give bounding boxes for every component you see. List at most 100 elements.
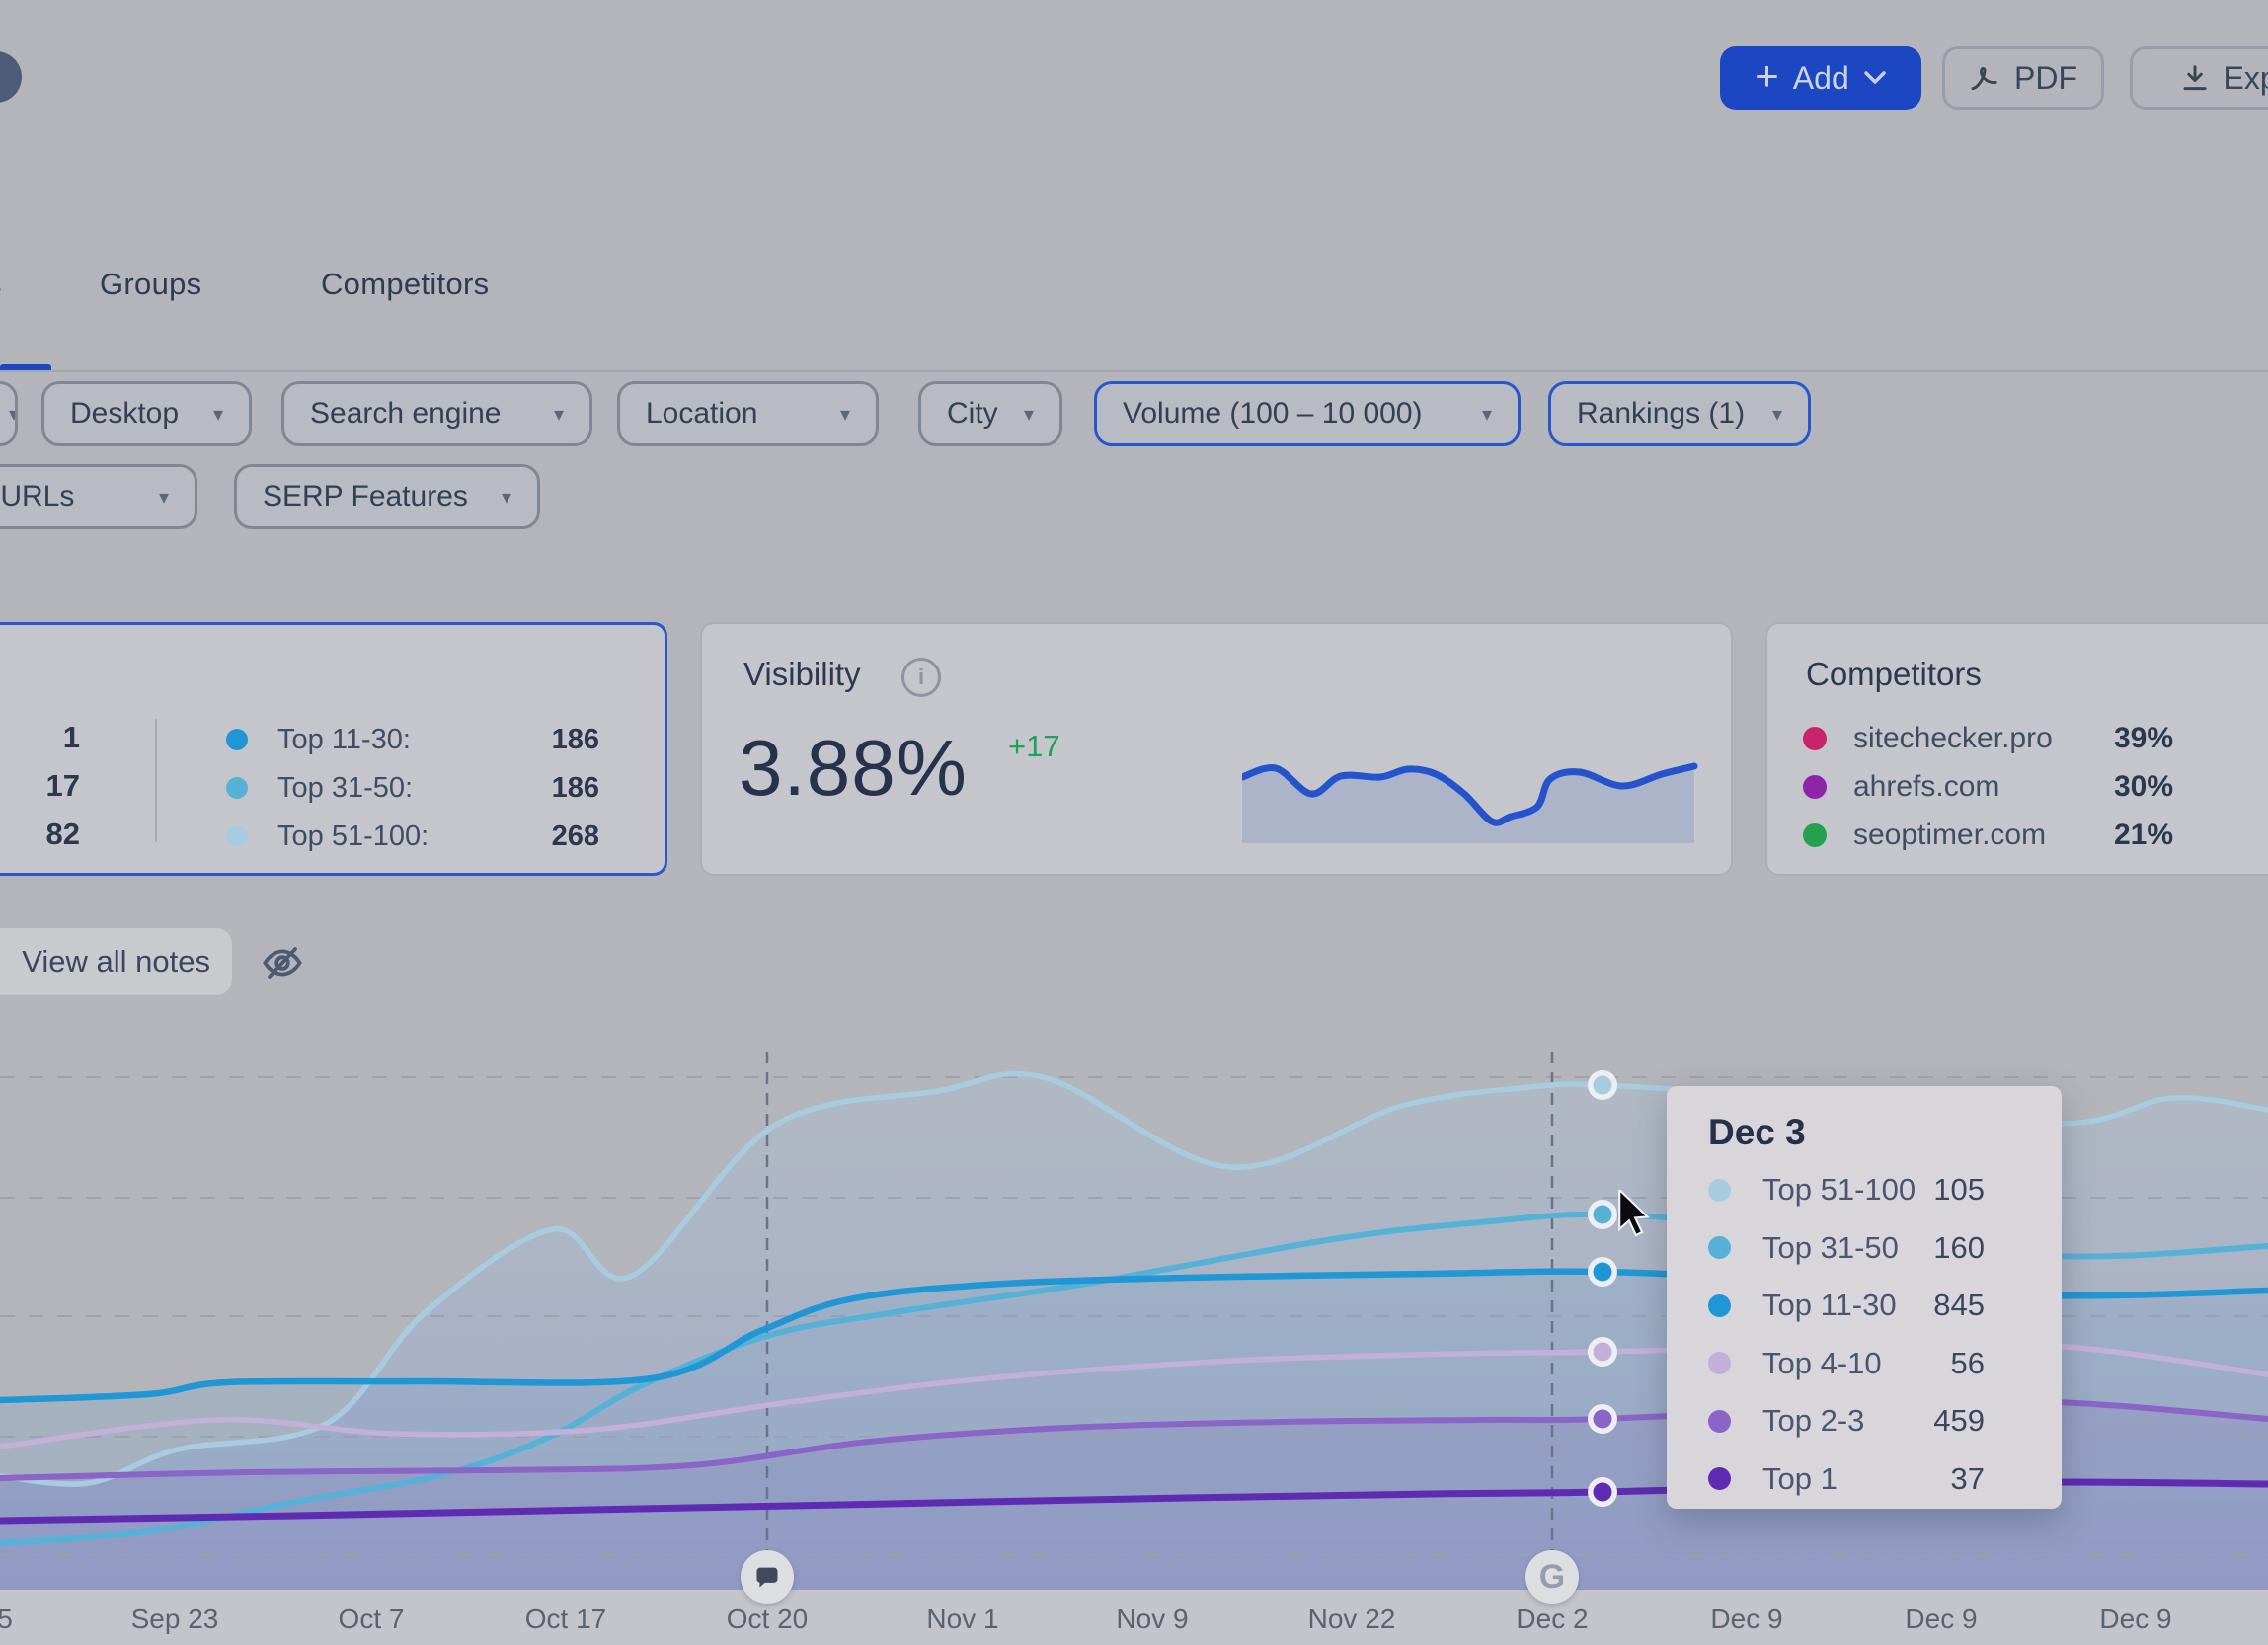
tooltip-row: Top 1 37 [1708,1457,2024,1501]
add-button[interactable]: + Add [1720,46,1921,110]
legend-value: 268 [551,820,599,852]
axis-tick-label: Dec 9 [2099,1604,2172,1634]
competitor-share: 30% [2113,770,2173,803]
chevron-down-icon [1863,71,1886,84]
filter-chip-label: Volume (100 – 10 000) [1123,397,1423,430]
legend-dot [226,825,248,847]
pdf-button-label: PDF [2014,59,2077,96]
axis-tick-label: Oct 20 [726,1604,809,1634]
visibility-value: 3.88% [739,724,968,812]
axis-tick-label: Dec 9 [1710,1604,1783,1634]
filter-chip-label: et URLs [0,480,75,512]
chevron-down-icon: ▾ [212,403,223,426]
competitor-dot [1803,823,1827,847]
filter-chip-label: Desktop [70,397,180,430]
competitor-domain[interactable]: seoptimer.com [1853,819,2047,851]
view-all-notes-button[interactable]: View all notes [0,928,232,995]
filter-chip-label: SERP Features [263,480,468,512]
axis-tick-label: Dec 2 [1516,1604,1589,1634]
eye-slash-icon[interactable] [259,939,306,986]
tooltip-value: 105 [1933,1172,1985,1207]
tab-groups[interactable]: Groups [100,267,202,301]
chevron-down-icon: ▾ [1023,403,1034,426]
google-event-icon[interactable]: G [1525,1550,1579,1604]
tooltip-value: 56 [1950,1345,1985,1380]
filter-chip-location[interactable]: Location ▾ [617,381,879,446]
pdf-button[interactable]: PDF [1942,46,2104,110]
chevron-down-icon: ▾ [158,486,169,509]
legend-value: 186 [551,723,599,755]
chevron-down-icon: ▾ [553,403,564,426]
tooltip-label: Top 4-10 [1762,1345,1882,1380]
visibility-title: Visibility [743,656,861,692]
competitor-domain[interactable]: ahrefs.com [1853,770,2000,803]
tooltip-value: 160 [1933,1229,1985,1265]
axis-tick-label: Nov 9 [1116,1604,1189,1634]
filter-chip-label: Location [646,397,758,430]
tooltip-row: Top 31-50 160 [1708,1226,2024,1270]
summary-value: 1 [62,720,80,754]
tooltip-dot [1708,1352,1731,1374]
visibility-card: Visibility i 3.88% +17 [700,622,1733,876]
legend-row: Top 51-100: 268 [226,817,635,856]
hover-dot [1593,1409,1612,1429]
tooltip-dot [1708,1467,1731,1490]
active-tab-underline [0,364,51,372]
tooltip-dot [1708,1236,1731,1259]
tabs-divider [0,370,2268,372]
info-icon[interactable]: i [901,658,941,697]
summary-value: 17 [45,768,80,803]
note-event-icon[interactable] [741,1550,794,1604]
summary-value: 82 [45,817,80,851]
axis-tick-label: Nov 22 [1307,1604,1396,1634]
filter-chip-rankings-1-[interactable]: Rankings (1) ▾ [1548,381,1811,446]
filter-chip-desktop[interactable]: Desktop ▾ [41,381,252,446]
view-all-notes-label: View all notes [22,944,210,979]
filter-chip-fragment[interactable]: ▾ [0,381,18,446]
filter-chip-label: Search engine [310,397,502,430]
legend-row: Top 31-50: 186 [226,768,635,808]
competitor-row: ahrefs.com 30% [1803,766,2268,808]
visibility-sparkline [1242,762,1698,843]
tooltip-label: Top 51-100 [1762,1172,1916,1207]
legend-label: Top 31-50: [277,771,414,804]
filters-row-2: et URLs ▾ SERP Features ▾ [0,464,2268,529]
filter-chip-serp-features[interactable]: SERP Features ▾ [234,464,540,529]
chevron-down-icon: ▾ [839,403,850,426]
hover-dot [1593,1205,1612,1224]
hover-dot [1593,1075,1612,1095]
plus-icon: + [1755,52,1779,99]
hover-dot [1593,1482,1612,1502]
tab-competitors[interactable]: Competitors [321,267,490,301]
legend-value: 186 [551,771,599,804]
chevron-down-icon: ▾ [501,486,511,509]
google-g-icon: G [1538,1557,1566,1596]
tab-fragment[interactable]: s [0,267,2,302]
tooltip-dot [1708,1409,1731,1433]
hover-dot [1593,1262,1612,1282]
competitor-share: 21% [2113,819,2173,851]
export-button[interactable]: Expo [2130,46,2268,110]
competitor-row: sitechecker.pro 39% [1803,718,2268,759]
avatar[interactable] [0,51,22,103]
rankings-summary-card[interactable]: 1 17 82 Top 11-30: 186 Top 31-50: 186 Top 51-1… [0,622,667,876]
tooltip-row: Top 11-30 845 [1708,1284,2024,1327]
note-bubble-icon [756,1567,778,1588]
filter-chip-et-urls[interactable]: et URLs ▾ [0,464,197,529]
chart-x-axis: 5 Sep 23 Oct 7 Oct 17 Oct 20 Nov 1 Nov 9 Nov 22… [0,1590,2268,1645]
add-button-label: Add [1792,59,1849,96]
filter-chip-search-engine[interactable]: Search engine ▾ [281,381,592,446]
tooltip-dot [1708,1293,1731,1317]
legend-dot [226,729,248,750]
tooltip-date: Dec 3 [1708,1112,1806,1152]
filter-chip-label: Rankings (1) [1577,397,1746,430]
hover-dot [1593,1342,1612,1362]
tooltip-label: Top 1 [1762,1460,1838,1496]
competitor-dot [1803,775,1827,799]
download-icon [2183,65,2207,91]
legend-dot [226,777,248,799]
tooltip-dot [1708,1178,1731,1202]
filter-chip-volume-100-10-000-[interactable]: Volume (100 – 10 000) ▾ [1094,381,1521,446]
competitor-domain[interactable]: sitechecker.pro [1853,722,2053,754]
filter-chip-city[interactable]: City ▾ [918,381,1062,446]
